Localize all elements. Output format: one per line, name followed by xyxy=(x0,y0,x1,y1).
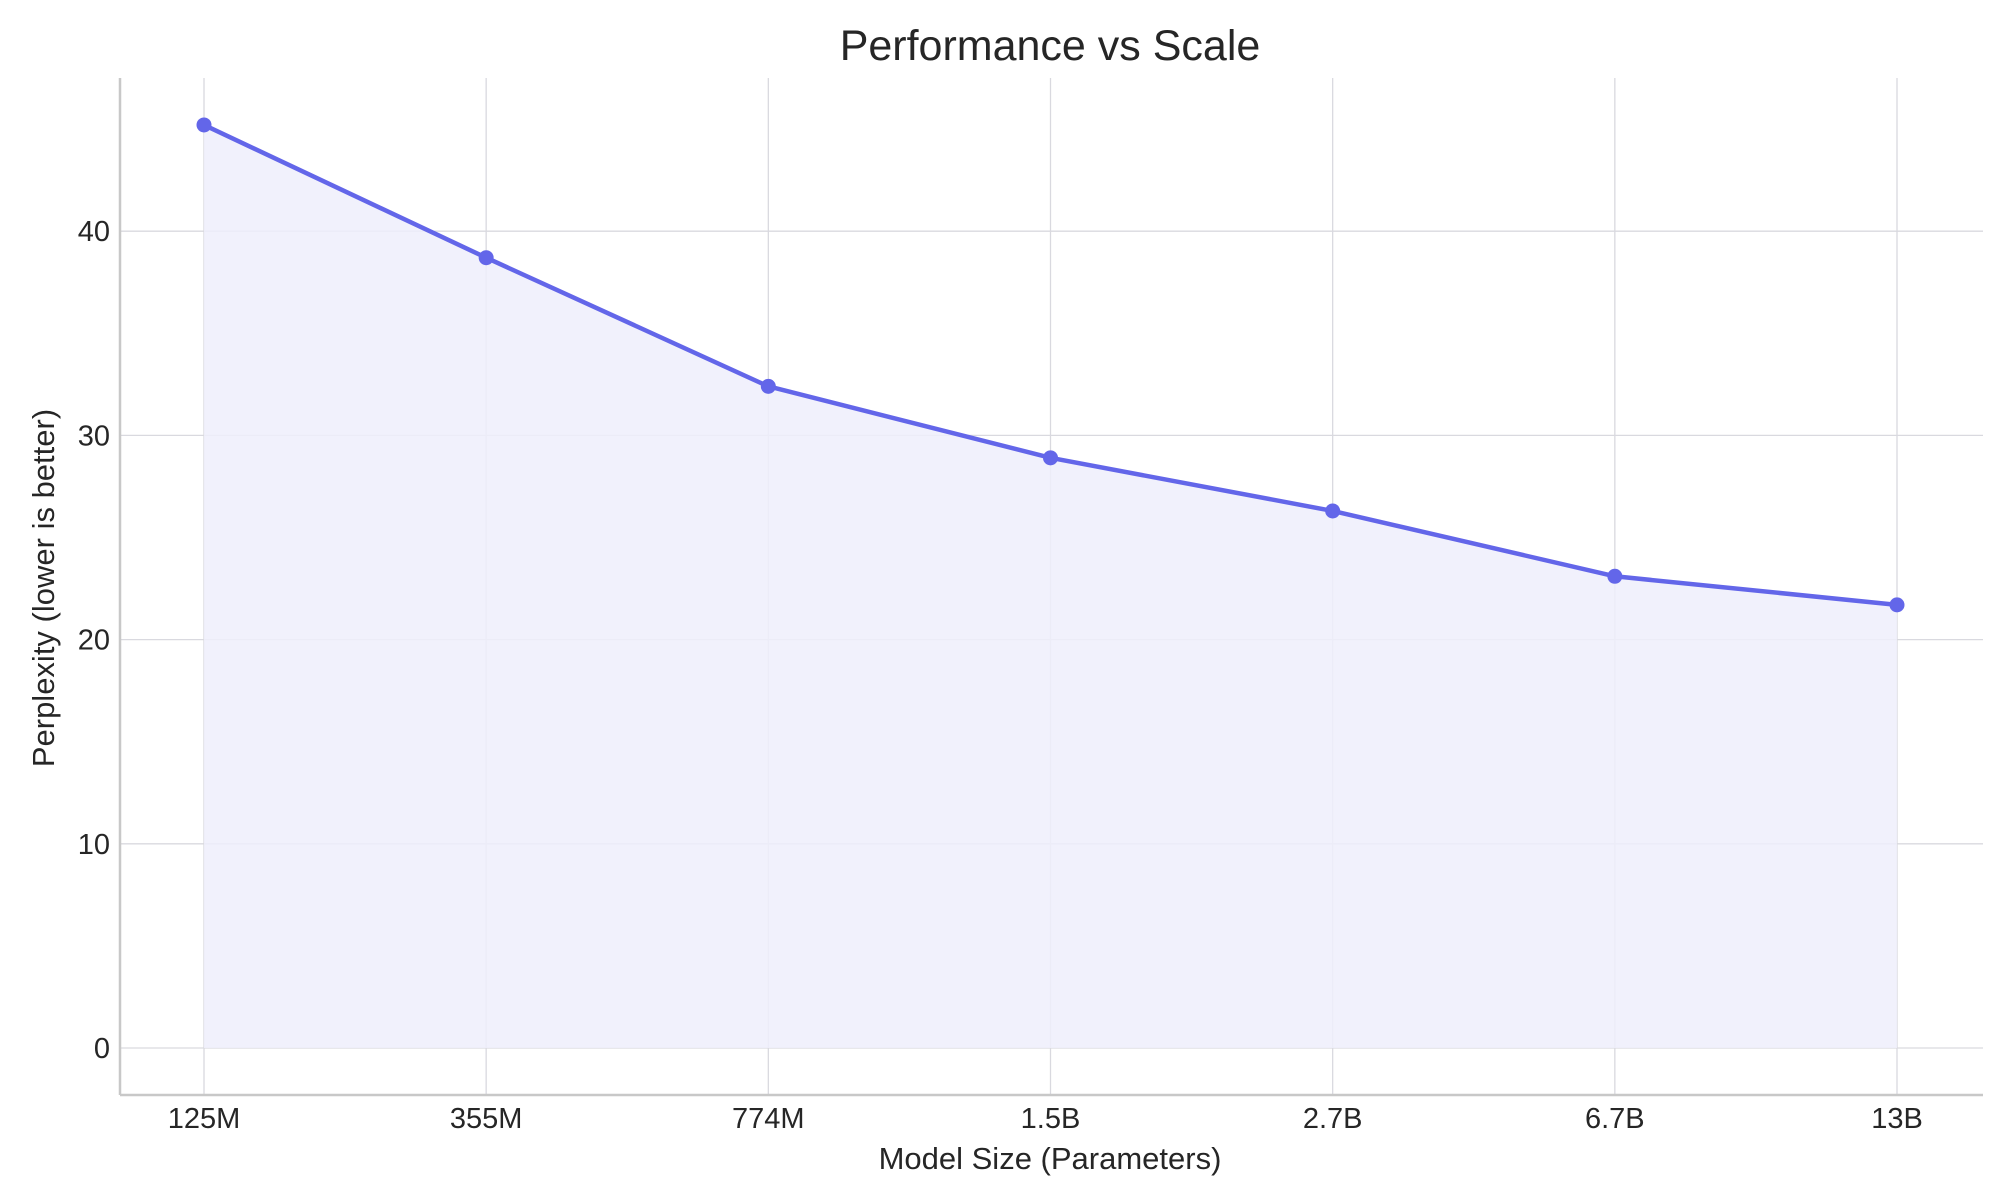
data-points-layer xyxy=(196,117,1905,613)
area-layer xyxy=(204,124,1897,1049)
chart-title: Performance vs Scale xyxy=(840,22,1261,70)
data-point-13b xyxy=(1889,597,1905,613)
data-point-355m xyxy=(478,250,494,266)
data-point-125m xyxy=(196,117,212,133)
x-tick-label: 13B xyxy=(1871,1103,1923,1135)
x-tick-label: 125M xyxy=(168,1103,241,1135)
y-tick-label: 40 xyxy=(78,216,110,248)
y-tick-label: 0 xyxy=(94,1033,110,1065)
data-point-1-5b xyxy=(1043,450,1058,466)
data-point-2-7b xyxy=(1325,503,1341,519)
series-area xyxy=(204,124,1897,1049)
x-tick-label: 6.7B xyxy=(1585,1103,1645,1135)
y-tick-labels: 0 10 20 30 40 xyxy=(78,216,110,1065)
x-tick-label: 1.5B xyxy=(1021,1103,1081,1135)
y-tick-label: 10 xyxy=(78,829,110,861)
y-axis-label: Perplexity (lower is better) xyxy=(26,409,61,767)
x-tick-labels: 125M 355M 774M 1.5B 2.7B 6.7B 13B xyxy=(168,1103,1923,1135)
x-tick-label: 355M xyxy=(450,1103,523,1135)
axes-spines xyxy=(118,78,1983,1097)
x-axis-label: Model Size (Parameters) xyxy=(879,1141,1222,1176)
y-tick-label: 30 xyxy=(78,420,110,452)
y-tick-label: 20 xyxy=(78,625,110,657)
data-point-6-7b xyxy=(1607,568,1623,584)
x-tick-label: 774M xyxy=(732,1103,805,1135)
x-tick-label: 2.7B xyxy=(1303,1103,1363,1135)
data-point-774m xyxy=(760,378,776,394)
